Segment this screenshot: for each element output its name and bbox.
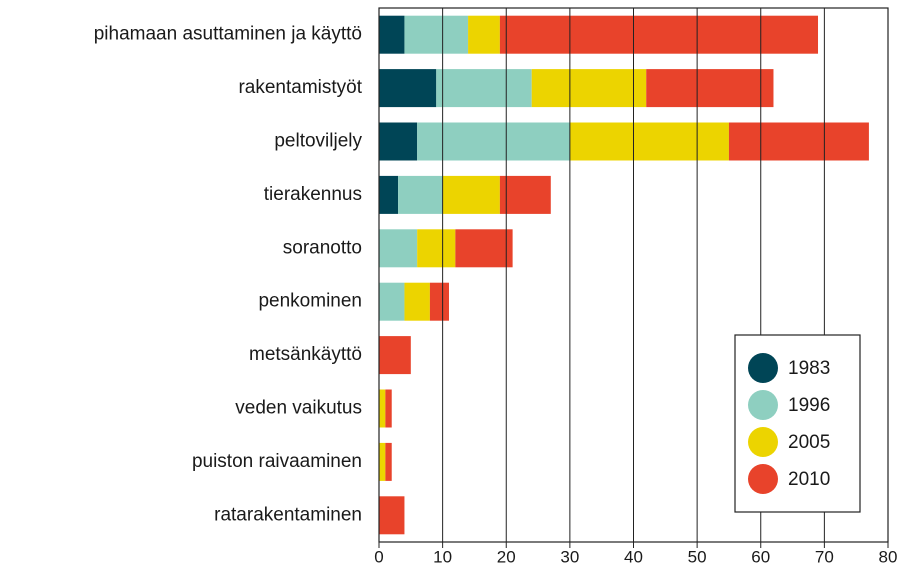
y-tick-label: veden vaikutus bbox=[235, 398, 362, 419]
legend-swatch bbox=[748, 390, 778, 420]
y-tick-label: metsänkäyttö bbox=[249, 344, 362, 365]
y-tick-label: pihamaan asuttaminen ja käyttö bbox=[94, 24, 362, 45]
y-tick-label: penkominen bbox=[258, 291, 362, 312]
legend-label: 1996 bbox=[788, 395, 830, 416]
y-tick-label: rakentamistyöt bbox=[238, 77, 362, 98]
legend-label: 2010 bbox=[788, 469, 830, 490]
x-tick-label: 80 bbox=[879, 547, 898, 566]
legend-swatch bbox=[748, 464, 778, 494]
bar-segment bbox=[417, 122, 570, 161]
y-tick-label: puiston raivaaminen bbox=[192, 451, 362, 472]
bar-segment bbox=[499, 15, 819, 54]
bar-segment bbox=[379, 15, 405, 54]
bar-segment bbox=[379, 336, 411, 375]
bar-segment bbox=[455, 229, 513, 268]
bar-segment bbox=[442, 175, 500, 214]
legend-label: 2005 bbox=[788, 432, 830, 453]
bar-segment bbox=[404, 282, 430, 321]
bar-segment bbox=[429, 282, 449, 321]
y-tick-label: tierakennus bbox=[264, 184, 362, 205]
bar-segment bbox=[569, 122, 729, 161]
legend-label: 1983 bbox=[788, 358, 830, 379]
bar-segment bbox=[379, 122, 418, 161]
bar-segment bbox=[379, 282, 405, 321]
x-tick-label: 0 bbox=[374, 547, 383, 566]
plot-border bbox=[378, 7, 889, 543]
x-tick-label: 70 bbox=[815, 547, 834, 566]
x-tick-label: 10 bbox=[433, 547, 452, 566]
bar-segment bbox=[468, 15, 500, 54]
bar-segment bbox=[379, 389, 386, 428]
bar-segment bbox=[404, 15, 469, 54]
bar-segment bbox=[499, 175, 551, 214]
x-tick-label: 40 bbox=[624, 547, 643, 566]
bar-segment bbox=[417, 229, 456, 268]
legend-swatch bbox=[748, 427, 778, 457]
bar-segment bbox=[385, 389, 392, 428]
bar-segment bbox=[646, 69, 774, 108]
y-tick-label: ratarakentaminen bbox=[214, 504, 362, 525]
legend-swatch bbox=[748, 353, 778, 383]
x-tick-label: 60 bbox=[751, 547, 770, 566]
bar-segment bbox=[398, 175, 443, 214]
bar-segment bbox=[436, 69, 532, 108]
y-tick-label: peltoviljely bbox=[274, 131, 362, 152]
bar-segment bbox=[379, 175, 399, 214]
bar-segment bbox=[385, 442, 392, 481]
bar-segment bbox=[379, 442, 386, 481]
x-tick-label: 50 bbox=[688, 547, 707, 566]
x-tick-label: 30 bbox=[560, 547, 579, 566]
x-tick-label: 20 bbox=[497, 547, 516, 566]
bar-segment bbox=[728, 122, 869, 161]
bar-segment bbox=[379, 229, 418, 268]
y-tick-label: soranotto bbox=[283, 237, 362, 258]
bar-segment bbox=[531, 69, 647, 108]
bar-segment bbox=[379, 69, 437, 108]
bar-segment bbox=[379, 496, 405, 535]
